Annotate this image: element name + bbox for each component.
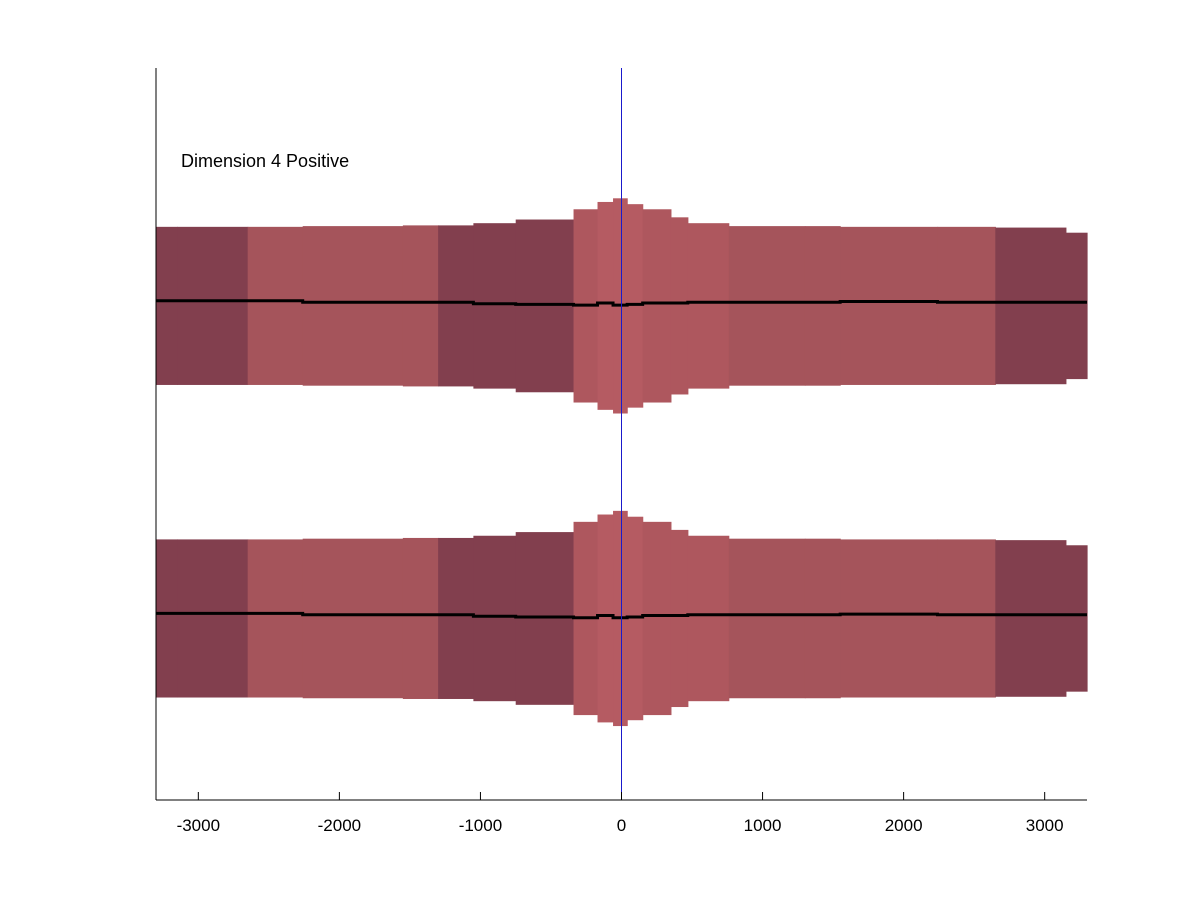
band-1-segment-7	[473, 223, 517, 389]
band-2-segment-18	[840, 539, 939, 698]
band-2-segment-4	[302, 538, 404, 699]
x-tick-label-6: 2000	[885, 816, 923, 835]
band-1-segment-4	[302, 226, 404, 386]
band-2-segment-16	[728, 538, 806, 699]
band-1-segment-18	[840, 226, 939, 385]
band-1-segment-20	[995, 227, 1067, 385]
x-tick-label-4: 0	[617, 816, 626, 835]
band-1-segment-3	[247, 226, 304, 385]
band-2-segment-17	[804, 538, 841, 699]
bands-layer	[156, 198, 1088, 727]
x-tick-label-3: -1000	[459, 816, 502, 835]
band-2-segment-14	[670, 529, 689, 708]
band-2-segment-19	[937, 539, 996, 698]
band-1-segment-21	[1065, 232, 1088, 380]
band-1-segment-2	[177, 226, 249, 385]
band-1-segment-1	[156, 226, 178, 385]
band-2-segment-2	[177, 539, 249, 698]
band-1-segment-10	[597, 201, 614, 410]
band-2-segment-21	[1065, 545, 1088, 692]
band-1-segment-17	[804, 226, 841, 386]
mean-line-2	[156, 611, 1087, 620]
band-2-segment-6	[438, 537, 474, 699]
band-1-segment-16	[728, 226, 806, 386]
annotation-label: Dimension 4 Positive	[181, 151, 349, 171]
x-tick-label-7: 3000	[1026, 816, 1064, 835]
band-2-segment-7	[473, 535, 517, 702]
band-1-segment-13	[642, 209, 672, 403]
band-1-segment-14	[670, 217, 689, 395]
band-1-segment-19	[937, 226, 996, 385]
band-2-segment-15	[687, 535, 730, 702]
band-1-segment-15	[687, 223, 730, 389]
band-2-segment-3	[247, 539, 304, 698]
band-2-segment-1	[156, 539, 178, 698]
band-2-segment-10	[597, 514, 614, 723]
mean-line-1	[156, 299, 1087, 307]
band-1-segment-6	[438, 225, 474, 387]
axes: -3000 -2000 -1000 0 1000 2000 3000	[155, 68, 1087, 835]
band-2-segment-20	[995, 540, 1067, 697]
band-1	[156, 198, 1088, 414]
band-2-segment-5	[402, 537, 439, 699]
band-2-segment-13	[642, 521, 672, 716]
band-1-segment-5	[402, 225, 439, 387]
x-tick-label-2: -2000	[318, 816, 361, 835]
mean-lines-layer	[156, 299, 1087, 620]
x-tick-label-5: 1000	[744, 816, 782, 835]
x-tick-label-1: -3000	[177, 816, 220, 835]
